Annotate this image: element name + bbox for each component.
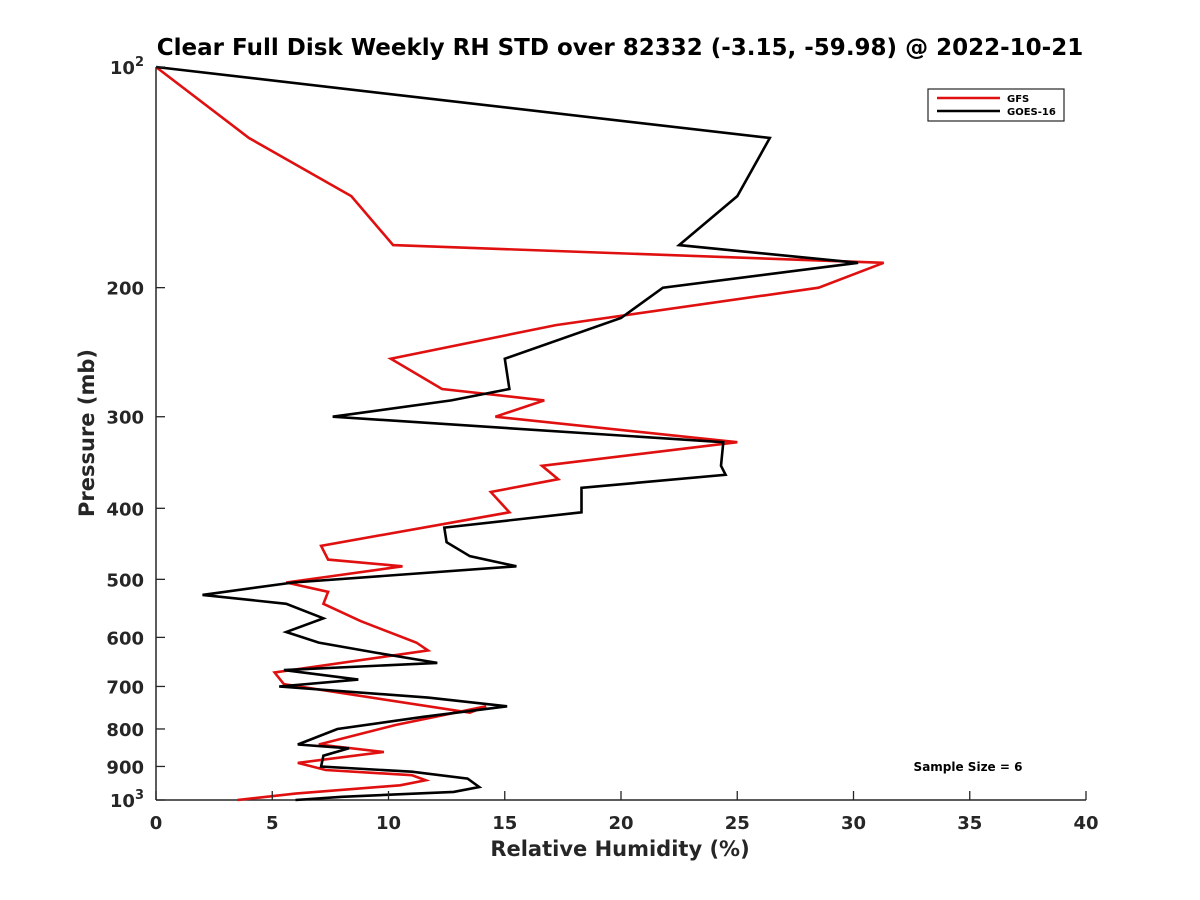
- y-tick-label: 900: [106, 757, 144, 778]
- x-tick-label: 0: [150, 813, 163, 834]
- sample-size-annotation: Sample Size = 6: [914, 760, 1023, 774]
- series-line-gfs: [155, 65, 885, 802]
- legend: GFS GOES-16: [927, 88, 1065, 122]
- chart-title: Clear Full Disk Weekly RH STD over 82332…: [157, 35, 1083, 61]
- y-tick-label: 102: [110, 55, 144, 79]
- y-tick-label: 400: [106, 499, 144, 520]
- x-tick-label: 35: [957, 813, 982, 834]
- y-tick-label: 103: [110, 788, 144, 812]
- y-axis: 102 200 300 400 500 600 700 800 900 103: [106, 55, 165, 812]
- y-axis-label: Pressure (mb): [75, 349, 99, 517]
- legend-label-goes-16: GOES-16: [1007, 107, 1056, 118]
- series-line-goes-16: [155, 65, 859, 802]
- legend-label-gfs: GFS: [1007, 94, 1029, 105]
- x-tick-label: 25: [725, 813, 750, 834]
- y-tick-label: 300: [106, 408, 144, 429]
- x-tick-label: 5: [266, 813, 279, 834]
- y-tick-label: 800: [106, 720, 144, 741]
- y-tick-label: 200: [106, 279, 144, 300]
- x-axis: 0 5 10 15 20 25 30 35 40: [150, 791, 1099, 834]
- x-axis-label: Relative Humidity (%): [490, 837, 749, 861]
- legend-box: [927, 88, 1065, 122]
- x-tick-label: 40: [1073, 813, 1098, 834]
- x-tick-label: 20: [608, 813, 633, 834]
- y-tick-label: 500: [106, 570, 144, 591]
- x-tick-label: 15: [492, 813, 517, 834]
- x-tick-label: 10: [376, 813, 401, 834]
- y-tick-label: 600: [106, 628, 144, 649]
- x-tick-label: 30: [841, 813, 866, 834]
- series-layer: [155, 65, 885, 802]
- plot-area: [155, 67, 1086, 801]
- y-tick-label: 700: [106, 677, 144, 698]
